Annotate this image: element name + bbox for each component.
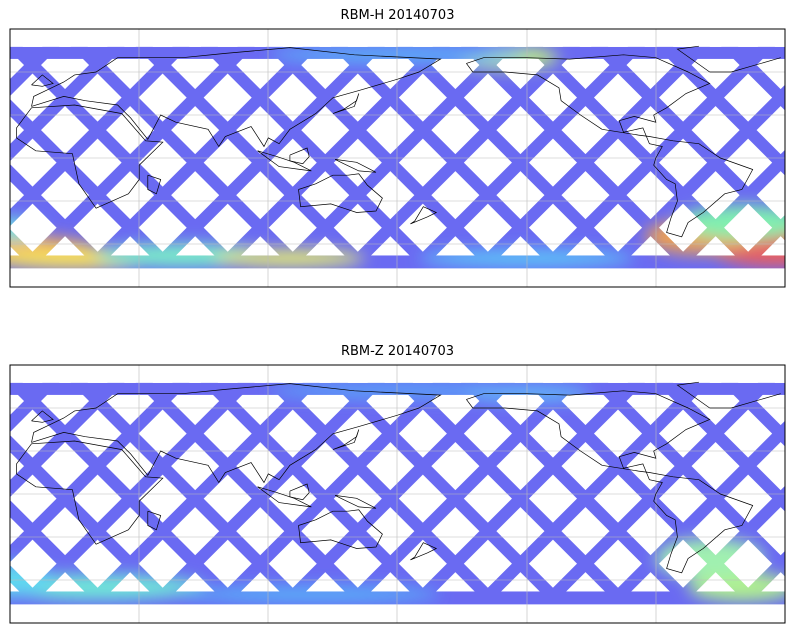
coastline: [466, 390, 754, 574]
coastline: [147, 174, 162, 195]
coastline: [410, 542, 438, 561]
coastline: [410, 206, 438, 225]
coastline: [31, 383, 442, 484]
value-patch: [214, 249, 366, 267]
coastline: [16, 104, 164, 209]
map-frame: [9, 28, 786, 288]
value-patch: [268, 46, 527, 64]
coastline: [31, 74, 54, 87]
graticule: [10, 29, 785, 287]
coastline: [676, 45, 781, 73]
value-patch: [10, 574, 204, 601]
map-title: RBM-Z 20140703: [340, 344, 455, 359]
map-canvas: [9, 28, 786, 288]
coastline: [31, 410, 54, 423]
coastline: [676, 381, 781, 409]
coastline: [334, 159, 377, 173]
value-patch: [10, 218, 43, 242]
coastline: [16, 440, 164, 545]
map-frame: [9, 364, 786, 624]
coastline: [332, 93, 360, 114]
value-patch: [655, 538, 764, 579]
coastline: [147, 510, 162, 531]
coastline: [334, 495, 377, 509]
coastline: [257, 150, 312, 172]
coastline: [257, 486, 312, 508]
value-patch: [677, 205, 785, 240]
coastline: [466, 54, 754, 238]
map-title: RBM-H 20140703: [340, 8, 455, 23]
map-canvas: [9, 364, 786, 624]
value-patch: [268, 382, 527, 400]
map-panel-rbm-z: RBM-Z 20140703: [0, 336, 794, 633]
coastline: [31, 47, 442, 148]
coastline: [332, 429, 360, 450]
map-panel-rbm-h: RBM-H 20140703: [0, 0, 794, 300]
value-patch: [182, 585, 441, 603]
coastline: [298, 509, 383, 549]
value-patch: [419, 249, 635, 267]
coastline: [289, 147, 310, 165]
coastlines: [16, 45, 781, 238]
coastline: [289, 483, 310, 501]
coastline: [298, 173, 383, 213]
coastlines: [16, 381, 781, 574]
